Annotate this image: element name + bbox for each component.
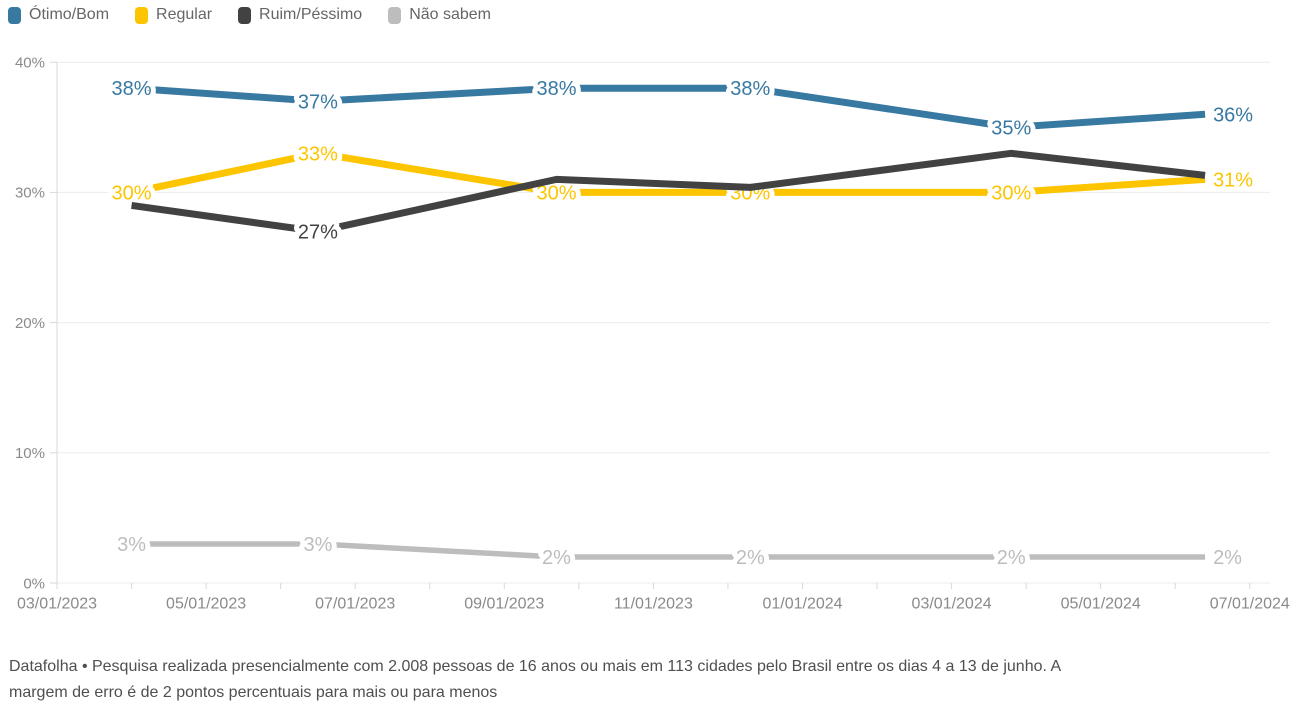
legend-item-nao-sabem[interactable]: Não sabem bbox=[388, 6, 491, 24]
legend-label: Ruim/Péssimo bbox=[259, 6, 363, 23]
data-label-regular: 31% bbox=[1213, 169, 1253, 191]
data-label-nao-sabem: 3% bbox=[117, 534, 146, 556]
series-line-nao-sabem bbox=[131, 541, 1206, 560]
legend-swatch bbox=[135, 6, 149, 24]
data-label-regular: 30% bbox=[112, 182, 152, 204]
data-label-otimo-bom: 38% bbox=[536, 78, 576, 100]
legend-swatch bbox=[238, 6, 252, 24]
legend-item-regular[interactable]: Regular bbox=[135, 6, 212, 24]
x-tick-label: 01/01/2024 bbox=[762, 596, 842, 613]
data-label-regular: 30% bbox=[991, 182, 1031, 204]
data-label-otimo-bom: 36% bbox=[1213, 104, 1253, 126]
x-tick-label: 07/01/2024 bbox=[1210, 596, 1290, 613]
x-tick-label: 03/01/2023 bbox=[17, 596, 97, 613]
data-label-nao-sabem: 2% bbox=[997, 547, 1026, 569]
source-note-line1: Datafolha • Pesquisa realizada presencia… bbox=[9, 658, 1062, 675]
data-label-otimo-bom: 37% bbox=[298, 91, 338, 113]
data-label-nao-sabem: 3% bbox=[303, 534, 332, 556]
y-tick-label: 0% bbox=[23, 575, 45, 592]
series-line-otimo-bom bbox=[131, 84, 1206, 131]
data-label-regular: 33% bbox=[298, 143, 338, 165]
source-note-line2: margem de erro é de 2 pontos percentuais… bbox=[9, 684, 498, 701]
chart-legend: Ótimo/Bom Regular Ruim/Péssimo Não sabem bbox=[8, 6, 491, 24]
data-label-otimo-bom: 38% bbox=[112, 78, 152, 100]
data-label-ruim-pessimo: 27% bbox=[298, 221, 338, 243]
y-tick-label: 20% bbox=[15, 315, 45, 332]
y-tick-label: 10% bbox=[15, 445, 45, 462]
series-line-ruim-pessimo bbox=[131, 149, 1206, 235]
x-tick-label: 11/01/2023 bbox=[614, 596, 693, 613]
legend-label: Não sabem bbox=[409, 6, 492, 23]
x-tick-label: 09/01/2023 bbox=[464, 596, 544, 613]
data-label-nao-sabem: 2% bbox=[542, 547, 571, 569]
x-tick-label: 05/01/2024 bbox=[1061, 596, 1141, 613]
line-chart: 0% 10% 20% 30% 40% 03/01/2023 05/01/2023 07/01/… bbox=[15, 54, 1290, 613]
x-tick-label: 03/01/2024 bbox=[912, 596, 992, 613]
legend-label: Regular bbox=[156, 6, 213, 23]
data-label-otimo-bom: 35% bbox=[991, 117, 1031, 139]
data-label-nao-sabem: 2% bbox=[1213, 547, 1242, 569]
x-tick-label: 05/01/2023 bbox=[166, 596, 246, 613]
legend-item-otimo-bom[interactable]: Ótimo/Bom bbox=[8, 6, 109, 24]
y-tick-label: 30% bbox=[15, 185, 45, 202]
x-tick-label: 07/01/2023 bbox=[315, 596, 395, 613]
legend-swatch bbox=[8, 6, 21, 24]
data-label-nao-sabem: 2% bbox=[736, 547, 765, 569]
series-line-regular bbox=[130, 149, 1206, 196]
source-note: Datafolha • Pesquisa realizada presencia… bbox=[9, 654, 1305, 706]
data-label-otimo-bom: 38% bbox=[730, 78, 770, 100]
y-tick-label: 40% bbox=[15, 54, 45, 71]
legend-label: Ótimo/Bom bbox=[29, 6, 110, 23]
legend-swatch bbox=[388, 6, 402, 24]
legend-item-ruim-pessimo[interactable]: Ruim/Péssimo bbox=[238, 6, 362, 24]
